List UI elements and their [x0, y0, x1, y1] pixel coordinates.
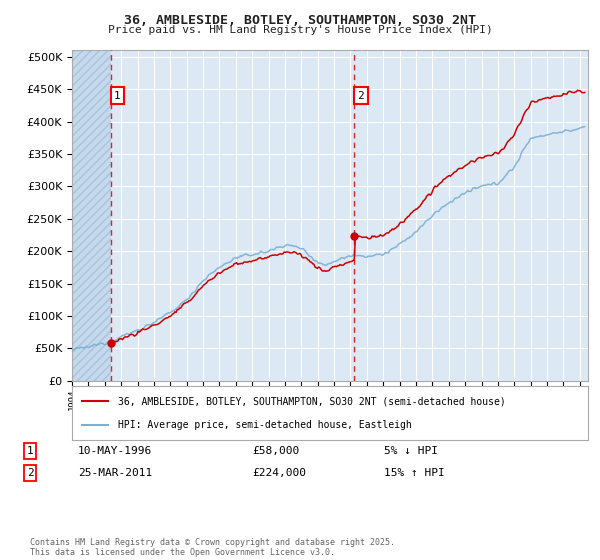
Text: 15% ↑ HPI: 15% ↑ HPI: [384, 468, 445, 478]
Text: Contains HM Land Registry data © Crown copyright and database right 2025.
This d: Contains HM Land Registry data © Crown c…: [30, 538, 395, 557]
Text: Price paid vs. HM Land Registry's House Price Index (HPI): Price paid vs. HM Land Registry's House …: [107, 25, 493, 35]
Text: 2: 2: [26, 468, 34, 478]
Text: £58,000: £58,000: [252, 446, 299, 456]
Text: HPI: Average price, semi-detached house, Eastleigh: HPI: Average price, semi-detached house,…: [118, 419, 412, 430]
Text: 2: 2: [358, 91, 364, 101]
Text: 25-MAR-2011: 25-MAR-2011: [78, 468, 152, 478]
Bar: [72, 50, 110, 381]
Text: 36, AMBLESIDE, BOTLEY, SOUTHAMPTON, SO30 2NT: 36, AMBLESIDE, BOTLEY, SOUTHAMPTON, SO30…: [124, 14, 476, 27]
Text: 5% ↓ HPI: 5% ↓ HPI: [384, 446, 438, 456]
Text: 1: 1: [114, 91, 121, 101]
Text: 1: 1: [26, 446, 34, 456]
Text: 10-MAY-1996: 10-MAY-1996: [78, 446, 152, 456]
Text: £224,000: £224,000: [252, 468, 306, 478]
Text: 36, AMBLESIDE, BOTLEY, SOUTHAMPTON, SO30 2NT (semi-detached house): 36, AMBLESIDE, BOTLEY, SOUTHAMPTON, SO30…: [118, 396, 506, 407]
